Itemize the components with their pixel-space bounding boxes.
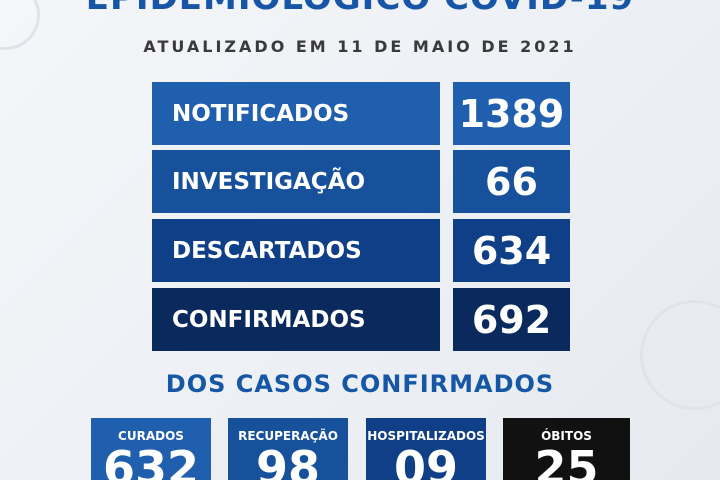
stat-value: 692: [453, 288, 570, 351]
stat-row-investigacao: INVESTIGAÇÃO 66: [152, 150, 570, 213]
stat-value: 66: [453, 150, 570, 213]
stat-row-notificados: NOTIFICADOS 1389: [152, 82, 570, 145]
card-value: 09: [393, 441, 458, 480]
stat-label: INVESTIGAÇÃO: [152, 150, 440, 213]
stat-label: DESCARTADOS: [152, 219, 440, 282]
card-value: 632: [102, 441, 200, 480]
stat-row-descartados: DESCARTADOS 634: [152, 219, 570, 282]
card-value: 25: [534, 441, 599, 480]
card-obitos: ÓBITOS 25: [503, 418, 630, 480]
stat-row-confirmados: CONFIRMADOS 692: [152, 288, 570, 351]
card-hospitalizados: HOSPITALIZADOS 09: [366, 418, 486, 480]
stat-label: NOTIFICADOS: [152, 82, 440, 145]
stat-label: CONFIRMADOS: [152, 288, 440, 351]
card-label: ÓBITOS: [541, 429, 592, 443]
stat-value: 1389: [453, 82, 570, 145]
card-curados: CURADOS 632: [91, 418, 211, 480]
section-title: DOS CASOS CONFIRMADOS: [165, 370, 555, 398]
updated-date: ATUALIZADO EM 11 DE MAIO DE 2021: [143, 37, 577, 56]
stat-value: 634: [453, 219, 570, 282]
card-label: RECUPERAÇÃO: [238, 429, 338, 443]
card-label: CURADOS: [118, 429, 184, 443]
card-label: HOSPITALIZADOS: [367, 429, 485, 443]
card-recuperacao: RECUPERAÇÃO 98: [228, 418, 348, 480]
page-title: EPIDEMIOLÓGICO COVID-19: [0, 0, 720, 18]
card-value: 98: [255, 441, 320, 480]
